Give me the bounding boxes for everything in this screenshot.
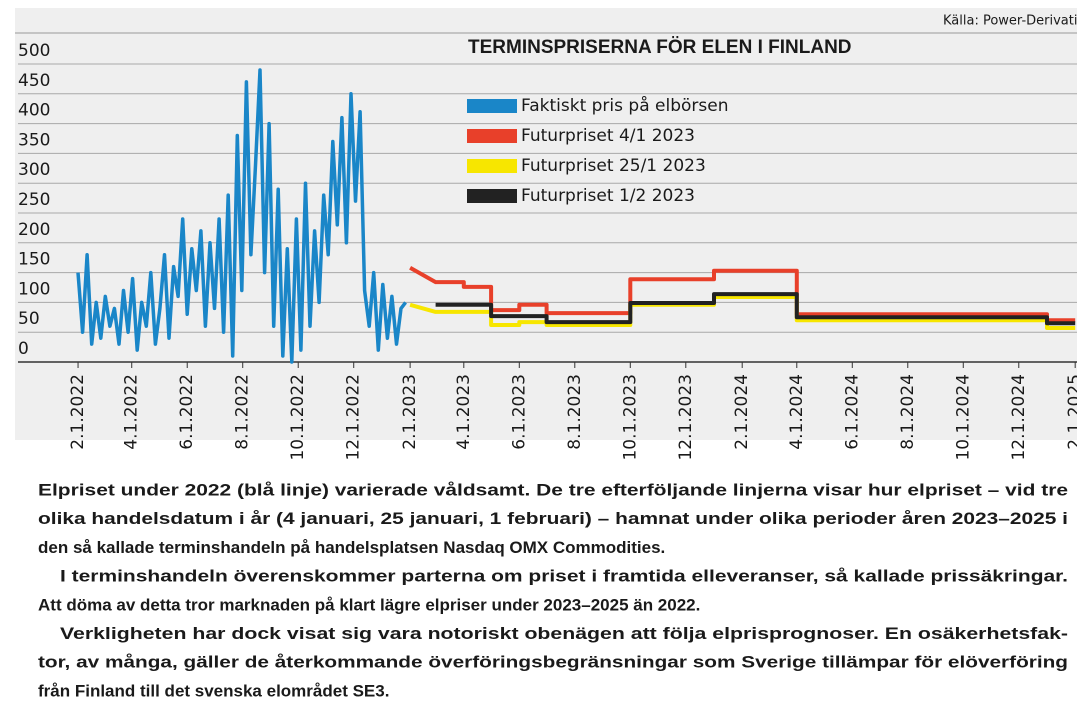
x-tick-label: 4.1.2022	[122, 374, 142, 450]
caption-line: tor, av många, gäller de återkommande öv…	[38, 653, 1068, 672]
series-line	[435, 292, 1076, 326]
y-tick-label: 100	[18, 279, 50, 299]
chart-background	[15, 8, 1077, 440]
x-tick-label: 6.1.2024	[842, 374, 862, 450]
x-tick-label: 12.1.2023	[676, 374, 696, 461]
x-tick-label: 10.1.2022	[288, 374, 308, 461]
x-tick-label: 2.1.2024	[732, 374, 752, 450]
x-tick-label: 8.1.2024	[898, 374, 918, 450]
y-tick-label: 450	[18, 71, 50, 91]
caption-line: I terminshandeln överenskommer parterna …	[60, 567, 1068, 586]
y-tick-label: 350	[18, 130, 50, 150]
x-tick-label: 6.1.2023	[509, 374, 529, 450]
chart-title: TERMINSPRISERNA FÖR ELEN I FINLAND	[468, 37, 852, 58]
legend-swatch	[467, 99, 517, 113]
source: Källa: Power-Derivatives	[943, 14, 1077, 29]
legend-label: Futurpriset 1/2 2023	[521, 186, 695, 206]
caption-line: olika handelsdatum i år (4 januari, 25 j…	[38, 509, 1068, 528]
x-tick-label: 12.1.2024	[1009, 374, 1029, 461]
x-tick-label: 6.1.2022	[177, 374, 197, 450]
x-tick-label: 8.1.2022	[233, 374, 253, 450]
legend-swatch	[467, 159, 517, 173]
y-tick-label: 50	[18, 309, 40, 329]
legend-label: Faktiskt pris på elbörsen	[521, 95, 728, 116]
x-tick-label: 8.1.2023	[565, 374, 585, 450]
legend-swatch	[467, 189, 517, 203]
y-tick-label: 0	[18, 339, 29, 359]
x-tick-label: 2.1.2023	[400, 374, 420, 450]
y-tick-label: 400	[18, 101, 50, 121]
legend-swatch	[467, 129, 517, 143]
y-tick-label: 150	[18, 250, 50, 270]
y-tick-label: 300	[18, 160, 50, 180]
legend-label: Futurpriset 25/1 2023	[521, 156, 706, 176]
y-tick-label: 500	[18, 41, 50, 61]
x-tick-label: 4.1.2024	[787, 374, 807, 450]
x-tick-label: 12.1.2022	[344, 374, 364, 461]
y-tick-label: 200	[18, 220, 50, 240]
x-tick-label: 4.1.2023	[454, 374, 474, 450]
caption-line: från Finland till det svenska elområdet …	[38, 681, 389, 700]
legend-label: Futurpriset 4/1 2023	[521, 126, 695, 146]
series-line	[76, 68, 407, 364]
caption-line: den så kallade terminshandeln på handels…	[38, 538, 665, 557]
series-line	[409, 295, 1076, 330]
caption-line: Verkligheten har dock visat sig vara not…	[60, 624, 1068, 643]
x-tick-label: 10.1.2024	[953, 374, 973, 461]
caption-line: Att döma av detta tror marknaden på klar…	[38, 595, 700, 614]
caption-line: Elpriset under 2022 (blå linje) varierad…	[38, 480, 1068, 499]
y-tick-label: 250	[18, 190, 50, 210]
x-tick-label: 2.1.2022	[68, 374, 88, 450]
x-tick-label: 2.1.2025	[1065, 374, 1077, 450]
x-tick-label: 10.1.2023	[620, 374, 640, 461]
